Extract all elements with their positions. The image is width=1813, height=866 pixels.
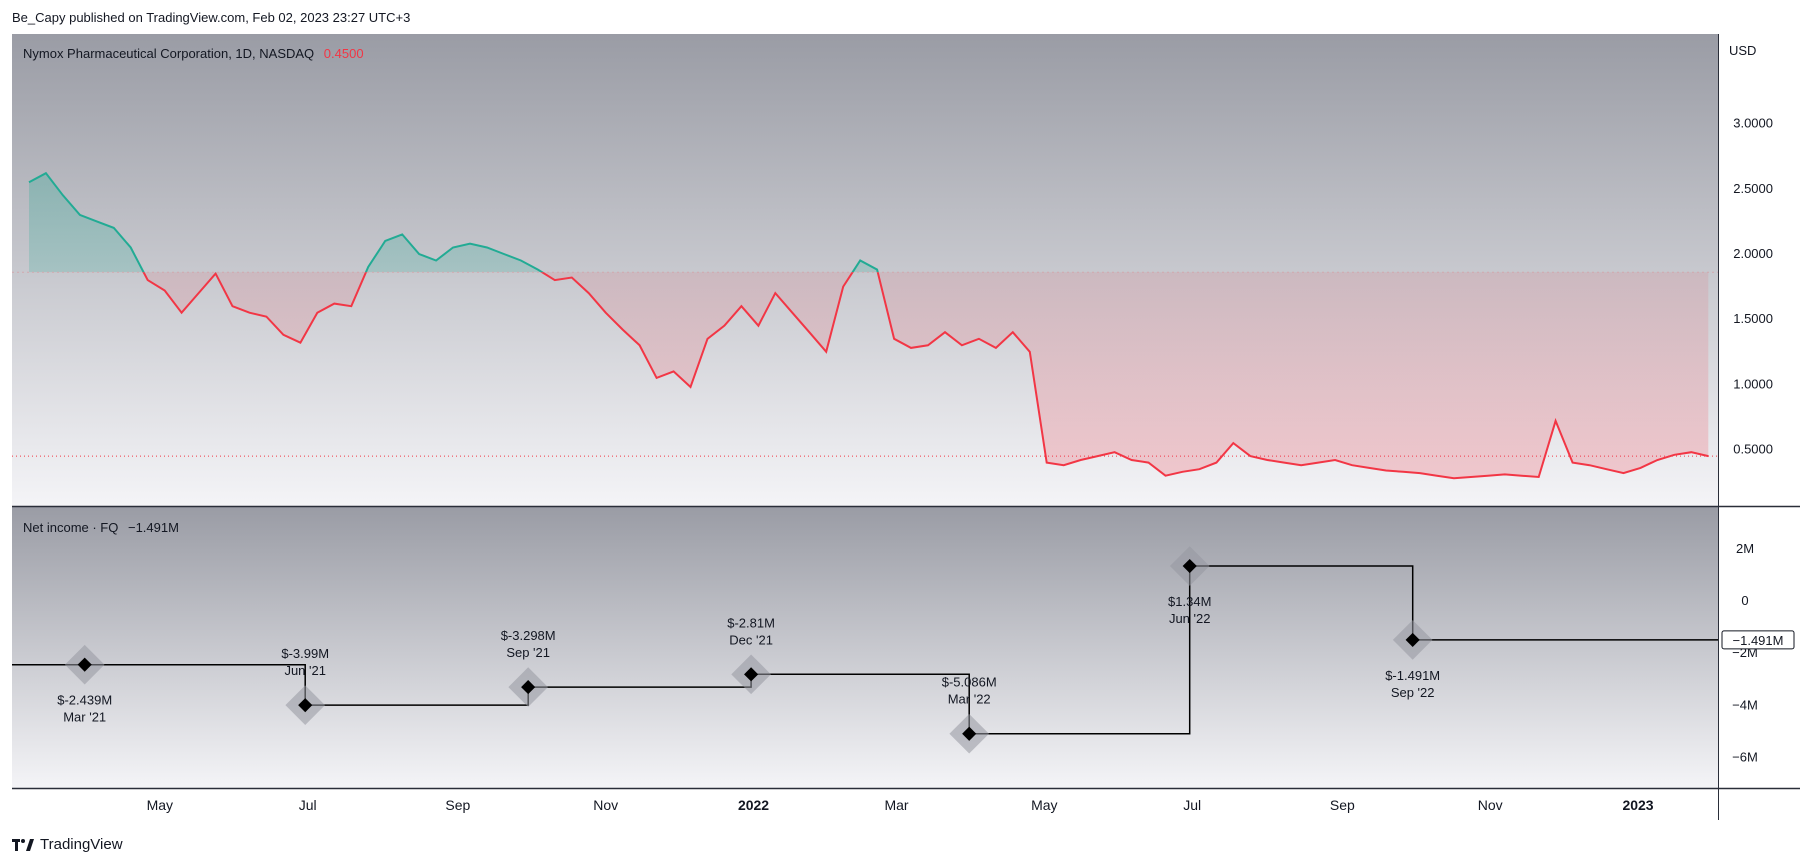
- income-axis[interactable]: 2M0−2M−4M−6M−1.491M: [1721, 541, 1795, 765]
- price-axis[interactable]: 3.0000 2.5000 2.0000 1.5000 1.0000 0.5000: [1733, 116, 1773, 457]
- net-income-marker[interactable]: [962, 726, 977, 741]
- publisher-line: Be_Capy published on TradingView.com, Fe…: [12, 10, 411, 25]
- net-income-period-label: Jun '22: [1169, 611, 1211, 626]
- price-axis-tick: 2.0000: [1733, 246, 1773, 261]
- net-income-value-label: $-3.99M: [281, 646, 329, 661]
- price-plot: [12, 171, 1718, 480]
- income-plot: $-2.439M Mar '21 $-3.99M Jun '21 $-3.298M Sep…: [12, 546, 1718, 754]
- income-axis-tick: 2M: [1736, 541, 1754, 556]
- net-income-marker[interactable]: [1182, 558, 1197, 574]
- price-line-below-baseline: [142, 272, 1709, 480]
- income-axis-tick: −4M: [1732, 697, 1758, 712]
- net-income-value-label: $-2.81M: [727, 615, 775, 630]
- time-axis[interactable]: May Jul Sep Nov 2022 Mar May Jul Sep Nov 2023: [147, 797, 1654, 813]
- price-axis-tick: 2.5000: [1733, 181, 1773, 196]
- time-axis-tick: May: [147, 797, 173, 813]
- baseline-fill-below: [29, 272, 1709, 479]
- time-axis-tick: Sep: [445, 797, 470, 813]
- net-income-period-label: Mar '21: [63, 710, 106, 725]
- net-income-value-label: $1.34M: [1168, 594, 1211, 609]
- time-axis-tick: Mar: [884, 797, 908, 813]
- time-axis-tick: Sep: [1330, 797, 1355, 813]
- time-axis-tick: Nov: [593, 797, 618, 813]
- svg-text:Nymox Pharmaceutical Corporati: Nymox Pharmaceutical Corporation, 1D, NA…: [23, 46, 364, 61]
- time-axis-tick: 2022: [738, 797, 769, 813]
- footer-brand: TradingView: [40, 836, 123, 853]
- net-income-value-label: $-3.298M: [501, 628, 556, 643]
- net-income-value-label: $-2.439M: [57, 693, 112, 708]
- svg-text:Net income · FQ −1.491M: Net income · FQ −1.491M: [23, 520, 179, 535]
- income-legend-title: Net income · FQ: [23, 520, 118, 535]
- net-income-marker[interactable]: [521, 680, 536, 695]
- time-axis-tick: Jul: [1183, 797, 1201, 813]
- price-axis-tick: 3.0000: [1733, 116, 1773, 131]
- price-legend-value: 0.4500: [324, 46, 364, 61]
- income-last-value-tag: [1721, 630, 1795, 650]
- time-axis-tick: May: [1031, 797, 1057, 813]
- income-last-value-text: −1.491M: [1733, 633, 1784, 648]
- price-axis-tick: 1.0000: [1733, 376, 1773, 391]
- net-income-marker[interactable]: [298, 698, 313, 713]
- net-income-period-label: Sep '21: [506, 645, 550, 660]
- income-axis-tick: −6M: [1732, 750, 1758, 765]
- price-axis-tick: 0.5000: [1733, 442, 1773, 457]
- price-axis-tick: 1.5000: [1733, 311, 1773, 326]
- income-legend-value: −1.491M: [128, 520, 179, 535]
- net-income-value-label: $-1.491M: [1385, 668, 1440, 683]
- currency-label: USD: [1729, 43, 1756, 58]
- net-income-period-label: Jun '21: [284, 663, 326, 678]
- time-axis-tick: 2023: [1622, 797, 1653, 813]
- tradingview-logo-icon: [12, 838, 34, 851]
- income-axis-tick: 0: [1741, 593, 1748, 608]
- price-legend-symbol: Nymox Pharmaceutical Corporation, 1D, NA…: [23, 46, 314, 61]
- net-income-value-label: $-5.086M: [942, 675, 997, 690]
- net-income-period-label: Dec '21: [729, 632, 773, 647]
- time-axis-tick: Nov: [1478, 797, 1503, 813]
- net-income-period-label: Mar '22: [948, 692, 991, 707]
- baseline-fill-above: [29, 173, 878, 273]
- time-axis-tick: Jul: [299, 797, 317, 813]
- net-income-marker[interactable]: [1405, 632, 1420, 647]
- net-income-period-label: Sep '22: [1391, 685, 1435, 700]
- price-line-above-baseline: [28, 171, 879, 273]
- tradingview-logo[interactable]: TradingView: [12, 836, 123, 853]
- net-income-marker[interactable]: [77, 657, 92, 672]
- net-income-marker[interactable]: [744, 667, 759, 682]
- income-pane-background: [12, 507, 1718, 788]
